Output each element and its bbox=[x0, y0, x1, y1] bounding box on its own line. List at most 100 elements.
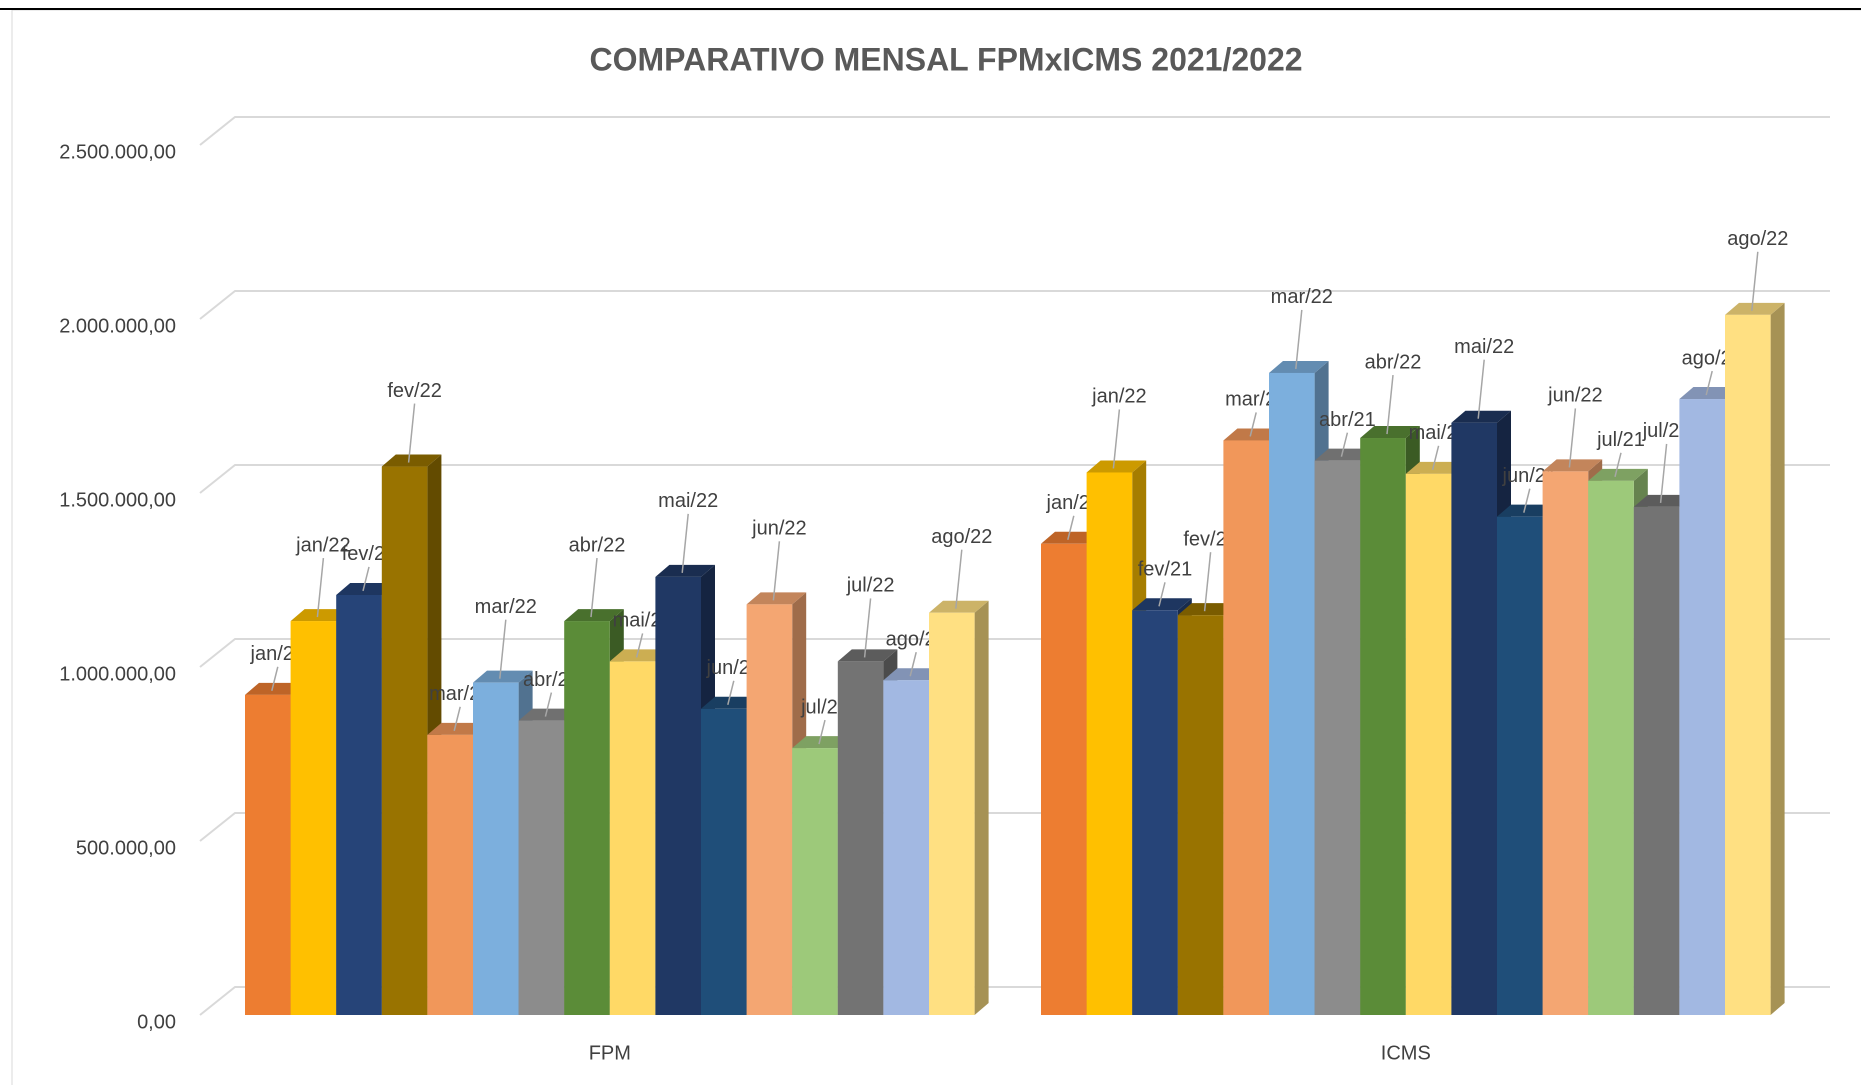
bar-top bbox=[381, 454, 442, 467]
bar bbox=[1679, 399, 1725, 1015]
leader-line bbox=[955, 549, 963, 609]
bar bbox=[1269, 372, 1315, 1015]
bar-top bbox=[701, 696, 761, 709]
leader-line bbox=[1158, 582, 1166, 607]
bar-top bbox=[518, 708, 579, 721]
data-label: mar/22 bbox=[475, 596, 537, 618]
leader-line bbox=[1386, 374, 1394, 435]
y-tick-label: 1.500.000,00 bbox=[59, 489, 176, 511]
leader-line bbox=[1249, 412, 1257, 437]
y-tick-label: 500.000,00 bbox=[76, 837, 176, 859]
bar bbox=[1177, 615, 1224, 1015]
bar bbox=[609, 661, 656, 1015]
bar-top bbox=[1633, 494, 1694, 507]
bar-top bbox=[473, 670, 533, 683]
data-label: ago/22 bbox=[1727, 228, 1788, 250]
leader-line bbox=[772, 541, 781, 601]
bar-top bbox=[336, 582, 396, 595]
leader-line bbox=[544, 692, 553, 717]
leader-line bbox=[818, 719, 826, 745]
leader-line bbox=[453, 706, 461, 732]
bar bbox=[518, 720, 565, 1015]
data-label: jan/22 bbox=[1091, 386, 1147, 408]
data-label: ago/22 bbox=[931, 526, 992, 548]
bar-top bbox=[792, 736, 852, 749]
data-label: jul/22 bbox=[846, 575, 895, 597]
x-tick-label: ICMS bbox=[1381, 1042, 1431, 1064]
bar-top bbox=[1086, 460, 1147, 473]
bar bbox=[1725, 314, 1771, 1016]
bar-top bbox=[1405, 461, 1466, 474]
data-label: abr/22 bbox=[569, 534, 626, 556]
bar bbox=[381, 466, 428, 1015]
bar-top bbox=[427, 722, 487, 735]
bar-top bbox=[1132, 598, 1192, 611]
leader-line bbox=[1340, 432, 1349, 457]
grid-line bbox=[199, 290, 1830, 320]
data-label: jun/22 bbox=[1547, 385, 1603, 407]
data-label: jun/22 bbox=[751, 518, 807, 540]
leader-line bbox=[590, 557, 598, 618]
y-tick-label: 0,00 bbox=[137, 1011, 176, 1033]
bar bbox=[1041, 543, 1087, 1015]
data-label: fev/21 bbox=[1138, 559, 1192, 581]
leader-line bbox=[1477, 359, 1485, 419]
x-tick-label: FPM bbox=[589, 1042, 631, 1064]
leader-line bbox=[1203, 552, 1212, 612]
bar-top bbox=[1041, 531, 1101, 544]
leader-line bbox=[1295, 309, 1303, 370]
data-label: abr/21 bbox=[1319, 409, 1376, 431]
bar bbox=[1132, 610, 1178, 1015]
bar-top bbox=[1588, 468, 1648, 481]
bar bbox=[1086, 472, 1133, 1015]
bar bbox=[837, 661, 884, 1015]
data-label: jul/21 bbox=[1596, 429, 1645, 451]
bar-top bbox=[1223, 428, 1283, 441]
bar bbox=[1633, 506, 1680, 1015]
leader-line bbox=[499, 619, 507, 679]
leader-line bbox=[1751, 251, 1759, 311]
leader-line bbox=[863, 598, 872, 658]
data-label: jan/22 bbox=[295, 534, 351, 556]
grid-line bbox=[199, 116, 1830, 146]
bar-top bbox=[837, 649, 898, 662]
data-label: mar/22 bbox=[1271, 286, 1333, 308]
data-label: fev/22 bbox=[387, 380, 441, 402]
bar bbox=[1360, 438, 1406, 1015]
bar bbox=[1223, 440, 1269, 1015]
bar bbox=[792, 748, 838, 1015]
bar-top bbox=[655, 564, 715, 577]
data-label: jul/21 bbox=[800, 696, 849, 718]
leader-line bbox=[1523, 488, 1531, 513]
bar-top bbox=[1360, 426, 1420, 439]
bar bbox=[746, 604, 793, 1015]
bar bbox=[473, 682, 519, 1015]
leader-line bbox=[1067, 515, 1075, 540]
bar-top bbox=[929, 600, 989, 613]
bar bbox=[427, 734, 473, 1015]
y-tick-label: 2.500.000,00 bbox=[59, 141, 176, 163]
leader-line bbox=[635, 633, 644, 658]
leader-line bbox=[362, 566, 370, 592]
y-tick-label: 1.000.000,00 bbox=[59, 663, 176, 685]
bar-side bbox=[1770, 302, 1785, 1016]
leader-line bbox=[1614, 452, 1622, 478]
bar-top bbox=[1725, 302, 1785, 315]
bar-top bbox=[1177, 603, 1238, 616]
bar bbox=[564, 621, 610, 1015]
data-label: mai/22 bbox=[658, 490, 718, 512]
bar bbox=[701, 708, 747, 1015]
bar bbox=[336, 594, 382, 1015]
bar bbox=[1314, 460, 1361, 1015]
data-label: abr/22 bbox=[1365, 351, 1422, 373]
bar-top bbox=[564, 609, 624, 622]
leader-line bbox=[1705, 370, 1713, 396]
bar bbox=[655, 576, 701, 1015]
bar-top bbox=[1497, 504, 1557, 517]
bar-top bbox=[1679, 387, 1739, 400]
bar bbox=[883, 680, 929, 1015]
bar-top bbox=[609, 649, 670, 662]
bar bbox=[1542, 471, 1589, 1015]
